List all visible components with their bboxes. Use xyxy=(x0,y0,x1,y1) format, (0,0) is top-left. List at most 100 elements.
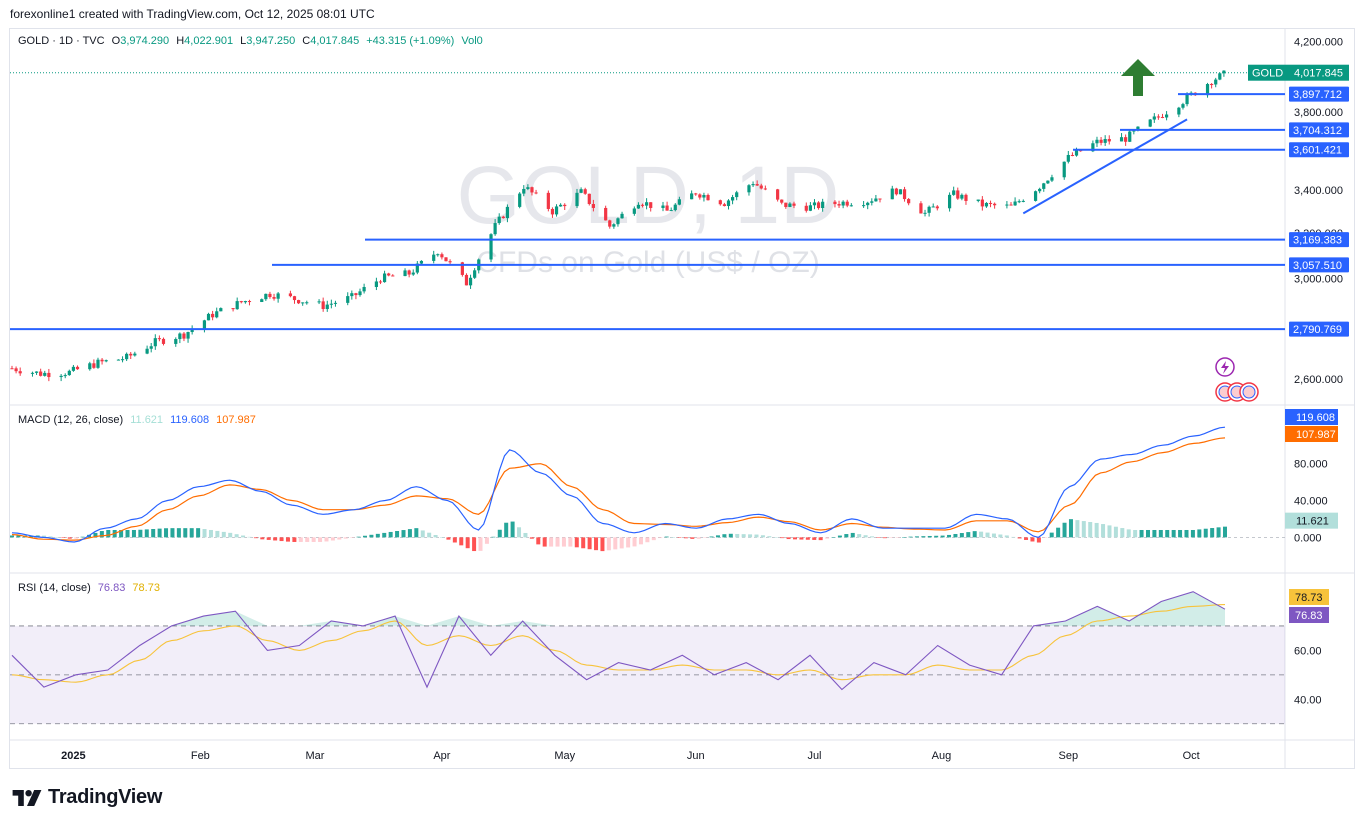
macd-histogram-bar xyxy=(587,537,592,550)
candle-body xyxy=(350,293,354,297)
candle-body xyxy=(1005,204,1009,206)
macd-histogram-bar xyxy=(825,537,830,539)
volume-value: Vol0 xyxy=(461,35,483,47)
candle-body xyxy=(464,274,469,286)
macd-histogram-bar xyxy=(407,529,412,538)
macd-histogram-bar xyxy=(921,536,926,538)
symbol-legend[interactable]: GOLD · 1D · TVC O3,974.290 H4,022.901 L3… xyxy=(18,35,487,47)
macd-histogram-bar xyxy=(1171,529,1176,538)
macd-histogram xyxy=(10,519,1227,552)
level-price-tag xyxy=(1289,142,1349,158)
macd-histogram-bar xyxy=(1024,537,1029,540)
macd-axis-tick: 80.000 xyxy=(1294,459,1328,471)
level-price-tag-label: 3,704.312 xyxy=(1293,125,1342,137)
macd-histogram-bar xyxy=(362,535,367,538)
candle-body xyxy=(1033,191,1038,201)
candle-body xyxy=(751,184,755,186)
macd-histogram-bar xyxy=(311,537,316,542)
macd-histogram-bar xyxy=(1004,535,1009,538)
candle-body xyxy=(1136,126,1140,131)
macd-histogram-bar xyxy=(953,533,958,538)
rsi-legend[interactable]: RSI (14, close) 76.83 78.73 xyxy=(18,582,164,594)
level-price-tag xyxy=(1289,321,1349,337)
macd-histogram-bar xyxy=(626,537,631,548)
macd-histogram-bar xyxy=(298,537,303,542)
candle-body xyxy=(1132,130,1136,132)
macd-histogram-bar xyxy=(189,528,194,538)
macd-histogram-bar xyxy=(991,533,996,538)
macd-histogram-bar xyxy=(715,535,720,538)
macd-histogram-bar xyxy=(1043,537,1048,538)
macd-histogram-bar xyxy=(581,537,586,549)
macd-histogram-bar xyxy=(138,529,143,538)
macd-histogram-bar xyxy=(1190,529,1195,538)
macd-histogram-bar xyxy=(510,521,515,538)
macd-histogram-bar xyxy=(215,530,220,538)
macd-histogram-bar xyxy=(1062,522,1067,538)
candle-body xyxy=(202,320,207,330)
macd-histogram-bar xyxy=(882,537,887,539)
macd-value-tag xyxy=(1285,426,1338,442)
open-value: 3,974.290 xyxy=(120,35,170,47)
macd-value-tag xyxy=(1285,409,1338,425)
macd-histogram-bar xyxy=(491,536,496,538)
macd-histogram-bar xyxy=(414,528,419,538)
macd-histogram-bar xyxy=(536,537,541,545)
macd-histogram-bar xyxy=(285,537,290,542)
tradingview-logo[interactable]: TradingView xyxy=(12,786,162,809)
macd-histogram-bar xyxy=(1113,526,1118,538)
macd-histogram-bar xyxy=(157,528,162,538)
candle-body xyxy=(1164,114,1169,118)
candle-body xyxy=(75,366,80,370)
macd-histogram-bar xyxy=(767,536,772,538)
macd-histogram-bar xyxy=(683,537,688,539)
macd-histogram-bar xyxy=(959,533,964,538)
candle-body xyxy=(411,272,415,275)
macd-histogram-bar xyxy=(805,537,810,540)
macd-histogram-bar xyxy=(10,535,14,538)
macd-title[interactable]: MACD (12, 26, close) xyxy=(18,414,124,426)
candle-body xyxy=(563,204,567,207)
macd-histogram-bar xyxy=(606,537,611,551)
candle-body xyxy=(518,193,522,207)
macd-histogram-bar xyxy=(703,537,708,538)
macd-histogram-bar xyxy=(979,531,984,538)
macd-histogram-bar xyxy=(523,532,528,538)
rsi-title[interactable]: RSI (14, close) xyxy=(18,582,91,594)
macd-histogram-bar xyxy=(645,537,650,543)
candle-body xyxy=(276,293,280,299)
candle-body xyxy=(808,205,812,211)
macd-histogram-bar xyxy=(889,537,894,538)
candle-body xyxy=(583,189,587,194)
macd-histogram-bar xyxy=(395,531,400,538)
macd-histogram-bar xyxy=(144,529,149,538)
candle-body xyxy=(632,208,636,214)
last-price-tag xyxy=(1289,64,1349,81)
candle-body xyxy=(333,302,338,304)
candle-body xyxy=(1210,84,1214,86)
change-value: +43.315 (+1.09%) xyxy=(366,35,455,47)
candle-body xyxy=(952,190,956,195)
time-axis-tick: Aug xyxy=(932,750,952,762)
candle-body xyxy=(1091,143,1095,152)
candles-group xyxy=(10,70,1226,382)
macd-histogram-bar xyxy=(696,537,701,539)
candle-body xyxy=(616,218,620,225)
candle-body xyxy=(874,198,878,202)
watermark-subtitle: CFDs on Gold (US$ / OZ) xyxy=(476,246,819,279)
macd-histogram-bar xyxy=(722,534,727,538)
candle-body xyxy=(1152,116,1156,120)
candle-body xyxy=(1107,138,1111,142)
macd-histogram-bar xyxy=(484,537,489,544)
candle-body xyxy=(129,353,133,356)
candle-body xyxy=(211,313,215,318)
macd-histogram-bar xyxy=(677,537,682,538)
price-axis-tick: 3,400.000 xyxy=(1294,185,1343,197)
time-axis-tick: Jul xyxy=(807,750,821,762)
macd-histogram-bar xyxy=(80,536,85,538)
macd-histogram-bar xyxy=(594,537,599,551)
candle-body xyxy=(1095,139,1099,144)
macd-legend[interactable]: MACD (12, 26, close) 11.621 119.608 107.… xyxy=(18,414,260,426)
symbol-name[interactable]: GOLD · 1D · TVC xyxy=(18,35,105,47)
